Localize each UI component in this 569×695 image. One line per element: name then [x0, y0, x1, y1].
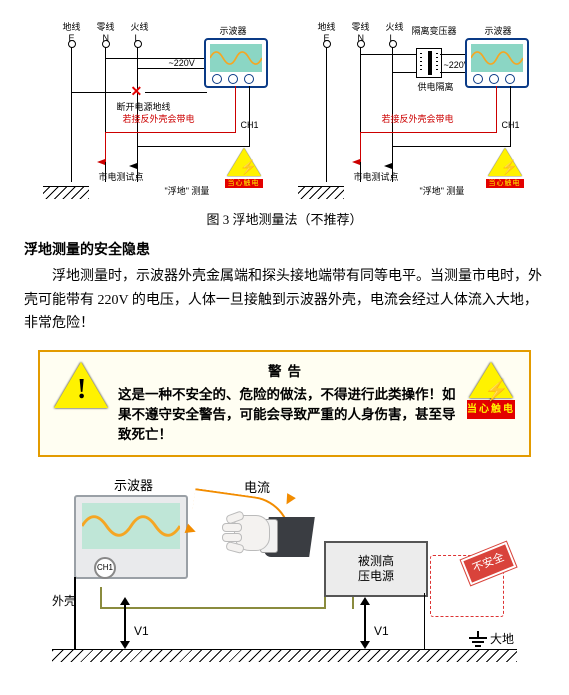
circuit-left: 地线 零线 火线 E N L 示波器 ~220V ✕ 断开电源地线 若接反外壳会… [35, 20, 280, 205]
unsafe-zone: 不安全 [430, 555, 504, 617]
ch1-label: CH1 [241, 118, 259, 133]
float-meas-label: "浮地" 测量 [165, 184, 210, 199]
figure3-row: 地线 零线 火线 E N L 示波器 ~220V ✕ 断开电源地线 若接反外壳会… [24, 20, 545, 205]
v1-arrow-left [118, 597, 132, 649]
shock-hazard-icon: ⚡ 当心触电 [467, 362, 515, 419]
unsafe-tag: 不安全 [461, 542, 516, 585]
v1-right-label: V1 [374, 621, 389, 641]
earth-hatch-icon [298, 186, 344, 199]
scope-screen [82, 503, 180, 549]
earth-hatch-icon [43, 186, 89, 199]
scope-label: 示波器 [220, 24, 247, 39]
probe-gnd-icon [129, 163, 137, 169]
figure3-caption: 图 3 浮地测量法（不推荐） [24, 209, 545, 231]
scope-label: 示波器 [485, 24, 512, 39]
hazard-figure: 示波器 电流 CH1 外壳 被测高 压电源 V1 V1 [52, 465, 517, 675]
isolation-transformer-icon [416, 48, 442, 78]
probe-hot-icon [352, 159, 360, 165]
ch1-port: CH1 [94, 557, 116, 579]
probe-hot-icon [97, 159, 105, 165]
arrow-icon [282, 493, 296, 507]
section-heading: 浮地测量的安全隐患 [24, 239, 545, 263]
float-case-label: 若接反外壳会带电 [382, 112, 454, 127]
warning-title: 警告 [118, 362, 457, 382]
v1-arrow-right [358, 597, 372, 649]
test-point-label: 市电测试点 [99, 170, 144, 185]
hv-label: 被测高 压电源 [358, 554, 394, 585]
voltage-label: ~220V [169, 56, 195, 71]
float-meas-label: "浮地" 测量 [420, 184, 465, 199]
scope-screen [210, 44, 262, 72]
warn-triangle-label: 当心触电 [486, 179, 524, 188]
earth-line [52, 649, 517, 662]
ch1-text: CH1 [97, 561, 113, 575]
warn-triangle-label: 当心触电 [225, 179, 263, 188]
ground-symbol-icon [466, 637, 490, 651]
float-case-label: 若接反外壳会带电 [123, 112, 195, 127]
test-point-label: 市电测试点 [354, 170, 399, 185]
figure3: 地线 零线 火线 E N L 示波器 ~220V ✕ 断开电源地线 若接反外壳会… [24, 20, 545, 231]
warning-exclamation-icon: ! [54, 362, 108, 410]
hv-source-box: 被测高 压电源 [324, 541, 428, 597]
lightning-icon: ⚡ [240, 160, 257, 174]
earth-label: 大地 [490, 629, 514, 649]
v1-left-label: V1 [134, 621, 149, 641]
ch1-label: CH1 [502, 118, 520, 133]
oscilloscope-icon [465, 38, 529, 88]
oscilloscope-icon [204, 38, 268, 88]
hand-icon [232, 509, 312, 559]
circuit-right: 地线 零线 火线 E N L 隔离变压器 示波器 ~220V [290, 20, 535, 205]
lightning-icon: ⚡ [501, 160, 518, 174]
probe-gnd-icon [384, 163, 392, 169]
section-body: 浮地测量时，示波器外壳金属端和探头接地端带有同等电平。当测量市电时，外壳可能带有… [24, 265, 545, 336]
scope-label: 示波器 [114, 475, 153, 497]
oscilloscope-icon: CH1 [74, 495, 188, 579]
warning-box: ! 警告 这是一种不安全的、危险的做法，不得进行此类操作！如果不遵守安全警告，可… [38, 350, 531, 457]
warning-triangle-icon: ⚡ 当心触电 [488, 148, 522, 178]
warning-body: 这是一种不安全的、危险的做法，不得进行此类操作！如果不遵守安全警告，可能会导致严… [118, 385, 457, 446]
warning-triangle-icon: ⚡ 当心触电 [227, 148, 261, 178]
xformer-label: 隔离变压器 [412, 24, 457, 39]
isolated-label: 供电隔离 [418, 80, 454, 95]
cut-ground-icon: ✕ [131, 84, 143, 98]
chassis-label: 外壳 [52, 591, 76, 611]
